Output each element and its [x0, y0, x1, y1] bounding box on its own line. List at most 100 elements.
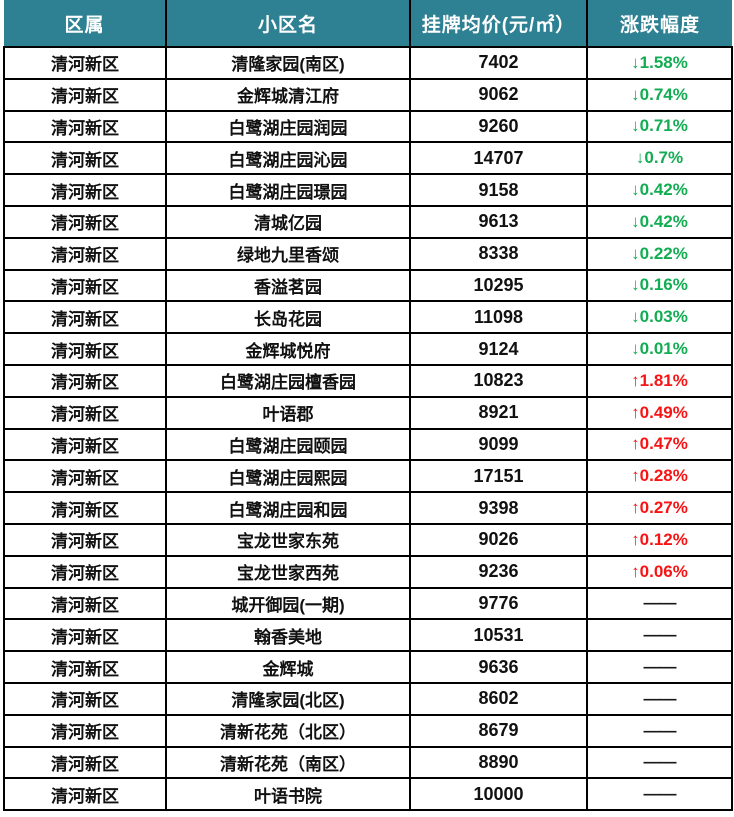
table-body: 清河新区 清隆家园(南区) 7402 ↓1.58% 清河新区 金辉城清江府 9062 ↓0.7… — [3, 46, 733, 812]
price-cell: 10295 — [409, 268, 588, 303]
district-cell: 清河新区 — [3, 204, 167, 239]
community-name-cell: 翰香美地 — [165, 618, 411, 653]
change-cell: —— — [586, 618, 733, 653]
price-cell: 9613 — [409, 204, 588, 239]
price-cell: 8338 — [409, 236, 588, 271]
change-cell: ↑0.47% — [586, 427, 733, 462]
district-cell: 清河新区 — [3, 713, 167, 748]
change-cell: ↑0.12% — [586, 522, 733, 557]
price-cell: 7402 — [409, 46, 588, 80]
table-row: 清河新区 白鹭湖庄园和园 9398 ↑0.27% — [3, 491, 733, 525]
table-row: 清河新区 白鹭湖庄园沁园 14707 ↓0.7% — [3, 141, 733, 176]
change-cell: —— — [586, 745, 733, 780]
community-name-cell: 清新花苑（南区） — [165, 745, 411, 780]
district-cell: 清河新区 — [3, 268, 167, 303]
price-cell: 14707 — [409, 141, 588, 176]
change-cell: ↑0.06% — [586, 554, 733, 589]
price-cell: 10823 — [409, 363, 588, 398]
change-cell: —— — [586, 650, 733, 684]
change-cell: —— — [586, 586, 733, 621]
change-cell: —— — [586, 777, 733, 812]
community-name-cell: 叶语郡 — [165, 395, 411, 430]
change-cell: ↓0.03% — [586, 300, 733, 335]
community-name-cell: 宝龙世家东苑 — [165, 522, 411, 557]
price-cell: 8921 — [409, 395, 588, 430]
table-row: 清河新区 清城亿园 9613 ↓0.42% — [3, 204, 733, 239]
price-cell: 8890 — [409, 745, 588, 780]
table-row: 清河新区 金辉城清江府 9062 ↓0.74% — [3, 77, 733, 112]
price-cell: 8602 — [409, 681, 588, 716]
table-row: 清河新区 城开御园(一期) 9776 —— — [3, 586, 733, 621]
community-name-cell: 清新花苑（北区） — [165, 713, 411, 748]
col-header-change: 涨跌幅度 — [586, 0, 732, 48]
change-cell: ↓0.01% — [586, 332, 733, 366]
community-name-cell: 绿地九里香颂 — [165, 236, 411, 271]
change-cell: ↑0.27% — [586, 491, 733, 525]
community-name-cell: 白鹭湖庄园璟园 — [165, 173, 411, 207]
table-header: 区属 小区名 挂牌均价(元/㎡） 涨跌幅度 — [4, 0, 732, 48]
district-cell: 清河新区 — [3, 77, 167, 112]
community-name-cell: 清隆家园(北区) — [165, 681, 411, 716]
change-cell: ↓0.16% — [586, 268, 733, 303]
table-row: 清河新区 清隆家园(北区) 8602 —— — [3, 681, 733, 716]
district-cell: 清河新区 — [3, 173, 167, 207]
district-cell: 清河新区 — [3, 363, 167, 398]
community-name-cell: 白鹭湖庄园润园 — [165, 109, 411, 144]
table-row: 清河新区 金辉城悦府 9124 ↓0.01% — [3, 332, 733, 366]
district-cell: 清河新区 — [3, 586, 167, 621]
district-cell: 清河新区 — [3, 395, 167, 430]
district-cell: 清河新区 — [3, 109, 167, 144]
change-cell: ↑0.28% — [586, 459, 733, 494]
price-cell: 17151 — [409, 459, 588, 494]
community-name-cell: 白鹭湖庄园熙园 — [165, 459, 411, 494]
district-cell: 清河新区 — [3, 46, 167, 80]
price-cell: 9776 — [409, 586, 588, 621]
col-header-district: 区属 — [4, 0, 167, 48]
table-row: 清河新区 清隆家园(南区) 7402 ↓1.58% — [3, 46, 733, 80]
table-row: 清河新区 清新花苑（北区） 8679 —— — [3, 713, 733, 748]
change-cell: ↑1.81% — [586, 363, 733, 398]
table-row: 清河新区 宝龙世家西苑 9236 ↑0.06% — [3, 554, 733, 589]
price-cell: 9026 — [409, 522, 588, 557]
price-cell: 9099 — [409, 427, 588, 462]
change-cell: ↓0.42% — [586, 173, 733, 207]
community-name-cell: 金辉城悦府 — [165, 332, 411, 366]
change-cell: ↑0.49% — [586, 395, 733, 430]
price-cell: 9236 — [409, 554, 588, 589]
district-cell: 清河新区 — [3, 236, 167, 271]
community-name-cell: 白鹭湖庄园檀香园 — [165, 363, 411, 398]
district-cell: 清河新区 — [3, 522, 167, 557]
district-cell: 清河新区 — [3, 777, 167, 812]
table-row: 清河新区 白鹭湖庄园颐园 9099 ↑0.47% — [3, 427, 733, 462]
district-cell: 清河新区 — [3, 332, 167, 366]
district-cell: 清河新区 — [3, 300, 167, 335]
community-name-cell: 清城亿园 — [165, 204, 411, 239]
change-cell: ↓1.58% — [586, 46, 733, 80]
change-cell: ↓0.74% — [586, 77, 733, 112]
price-cell: 9398 — [409, 491, 588, 525]
district-cell: 清河新区 — [3, 427, 167, 462]
change-cell: ↓0.7% — [586, 141, 733, 176]
change-cell: —— — [586, 681, 733, 716]
community-name-cell: 白鹭湖庄园沁园 — [165, 141, 411, 176]
price-cell: 9636 — [409, 650, 588, 684]
price-cell: 9260 — [409, 109, 588, 144]
change-cell: ↓0.22% — [586, 236, 733, 271]
district-cell: 清河新区 — [3, 650, 167, 684]
table-row: 清河新区 白鹭湖庄园润园 9260 ↓0.71% — [3, 109, 733, 144]
community-name-cell: 白鹭湖庄园和园 — [165, 491, 411, 525]
price-cell: 10000 — [409, 777, 588, 812]
table-row: 清河新区 白鹭湖庄园熙园 17151 ↑0.28% — [3, 459, 733, 494]
community-name-cell: 清隆家园(南区) — [165, 46, 411, 80]
table-row: 清河新区 白鹭湖庄园檀香园 10823 ↑1.81% — [3, 363, 733, 398]
community-name-cell: 白鹭湖庄园颐园 — [165, 427, 411, 462]
price-cell: 10531 — [409, 618, 588, 653]
community-name-cell: 叶语书院 — [165, 777, 411, 812]
change-cell: ↓0.71% — [586, 109, 733, 144]
header-row: 区属 小区名 挂牌均价(元/㎡） 涨跌幅度 — [4, 0, 732, 48]
district-cell: 清河新区 — [3, 459, 167, 494]
table-row: 清河新区 白鹭湖庄园璟园 9158 ↓0.42% — [3, 173, 733, 207]
community-name-cell: 金辉城清江府 — [165, 77, 411, 112]
district-cell: 清河新区 — [3, 745, 167, 780]
district-cell: 清河新区 — [3, 618, 167, 653]
